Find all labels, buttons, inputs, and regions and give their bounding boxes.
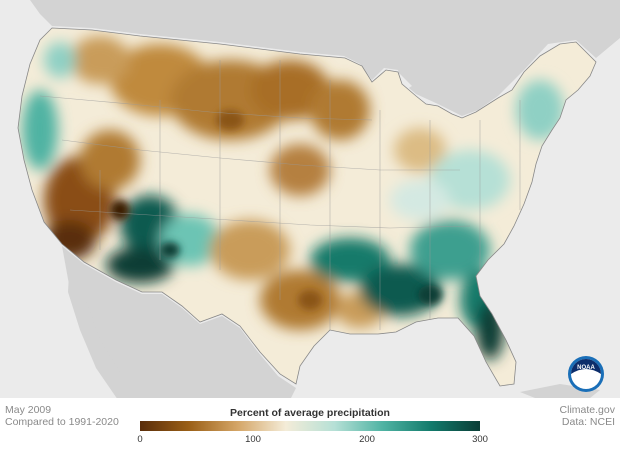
legend-title: Percent of average precipitation	[230, 407, 390, 419]
state-borders	[39, 60, 521, 330]
legend-tick-300: 300	[472, 434, 488, 445]
baja-peninsula	[68, 256, 132, 400]
credit-site: Climate.gov	[559, 404, 615, 416]
noaa-logo-text: NOAA	[577, 365, 595, 371]
legend-tick-0: 0	[137, 434, 143, 445]
map-footer: May 2009 Compared to 1991-2020 Climate.g…	[0, 398, 620, 450]
noaa-logo: NOAA	[568, 356, 604, 392]
canada-landmass	[0, 0, 620, 116]
credit-data: Data: NCEI	[561, 416, 615, 428]
legend-color-bar	[140, 421, 480, 431]
baseline-label: Compared to 1991-2020	[5, 416, 119, 428]
mexico-landmass	[62, 246, 296, 400]
date-label: May 2009	[5, 404, 52, 416]
legend-tick-100: 100	[245, 434, 261, 445]
us-precipitation-map-graphic: NOAA	[0, 0, 620, 400]
legend-tick-200: 200	[359, 434, 375, 445]
